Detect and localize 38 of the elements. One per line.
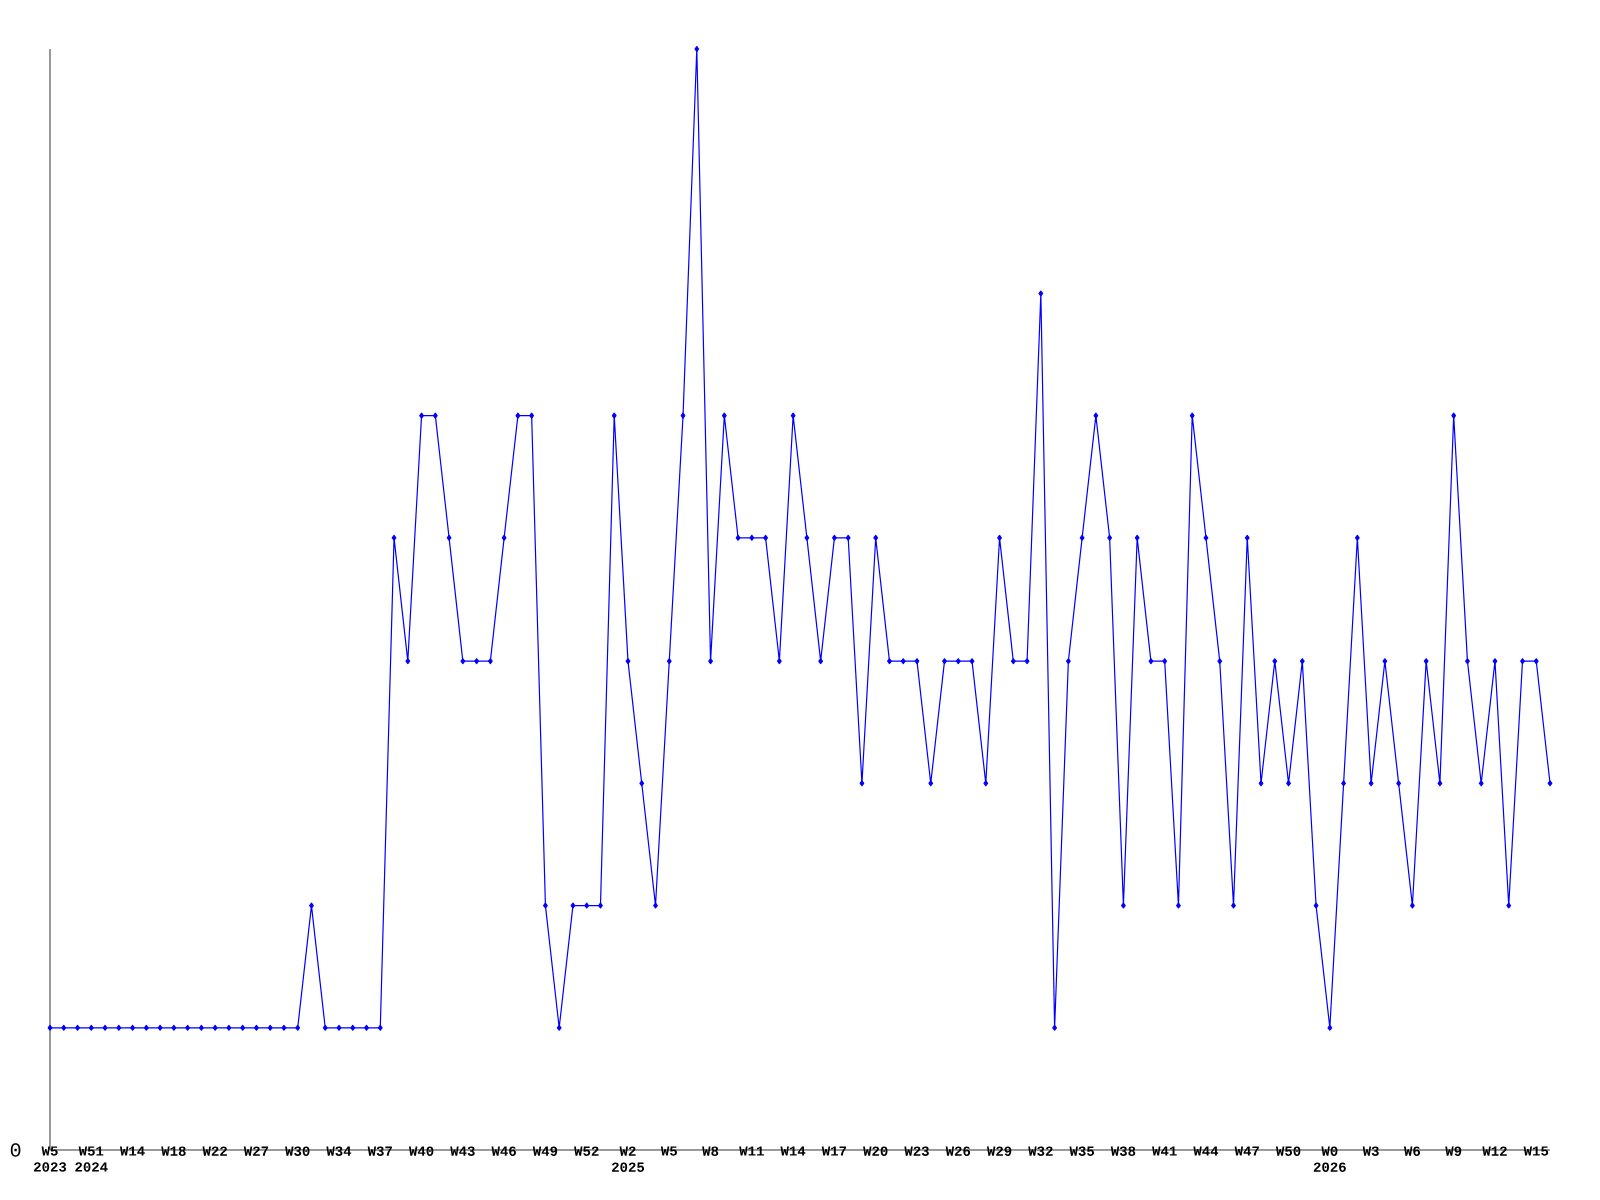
x-tick-label: W22	[202, 1146, 227, 1156]
x-tick-label: W26	[945, 1146, 971, 1156]
x-tick-label: W29	[986, 1146, 1012, 1156]
x-tick-label: W5 2023	[34, 1146, 67, 1172]
x-tick-label: W8	[702, 1146, 719, 1156]
x-tick-label: W11	[739, 1146, 764, 1156]
x-tick-label: W2 2025	[612, 1146, 645, 1172]
x-tick-label: W30	[285, 1146, 310, 1156]
x-tick-label: W35	[1069, 1146, 1095, 1156]
x-tick-label: W20	[863, 1146, 888, 1156]
x-tick-label: W34	[326, 1146, 352, 1156]
x-tick-label: W14	[780, 1146, 806, 1156]
x-tick-label: W50	[1275, 1146, 1301, 1156]
x-tick-label: W12	[1482, 1146, 1507, 1156]
text: 0	[10, 1143, 21, 1157]
x-tick-label: W44	[1193, 1146, 1219, 1156]
x-tick-label: W40	[408, 1146, 434, 1156]
x-tick-label: W6	[1404, 1146, 1421, 1156]
x-tick-label: W27	[243, 1146, 269, 1156]
x-tick-label: W17	[821, 1146, 847, 1156]
x-tick-label: W0 2026	[1313, 1146, 1346, 1172]
x-tick-label: W18	[161, 1146, 186, 1156]
x-tick-label: W47	[1234, 1146, 1259, 1156]
x-tick-label: W5	[660, 1146, 677, 1156]
x-tick-label: W32	[1028, 1146, 1053, 1156]
x-tick-label: W15	[1523, 1146, 1549, 1156]
x-tick-label: W49	[532, 1146, 558, 1156]
x-tick-label: W52	[574, 1146, 599, 1156]
x-tick-label: W14	[119, 1146, 145, 1156]
x-tick-label: W46	[491, 1146, 516, 1156]
x-tick-label: W23	[904, 1146, 929, 1156]
x-tick-label: W51 2024	[75, 1146, 108, 1172]
x-tick-label: W41	[1152, 1146, 1177, 1156]
x-tick-label: W38	[1110, 1146, 1136, 1156]
x-tick-label: W37	[367, 1146, 392, 1156]
x-tick-label: W9	[1445, 1146, 1462, 1156]
x-tick-label: W43	[450, 1146, 475, 1156]
x-tick-label: W3	[1362, 1146, 1379, 1156]
